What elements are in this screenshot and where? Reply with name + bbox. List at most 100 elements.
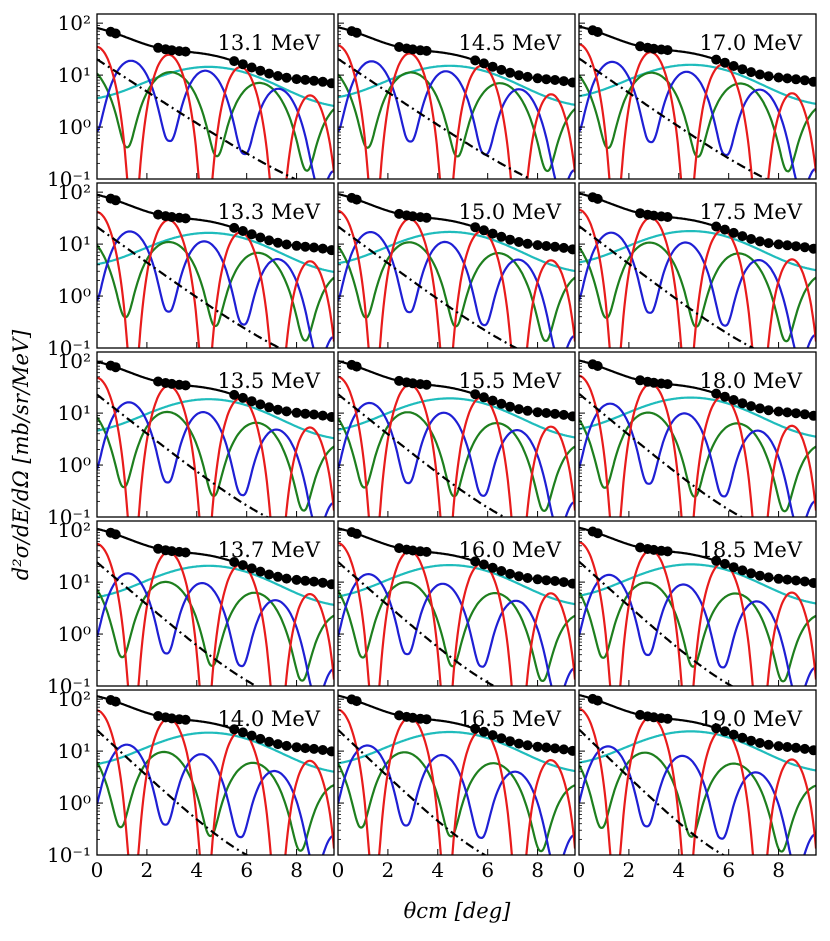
x-tick-label: 4 <box>190 858 203 882</box>
data-point <box>513 738 524 749</box>
data-point <box>237 59 248 70</box>
data-point <box>317 243 328 254</box>
panel-frame <box>578 13 817 180</box>
data-point <box>808 578 816 588</box>
panel-7: 13.5 MeV 10² 10¹ 10⁰ 10⁻¹ <box>47 349 335 529</box>
data-point <box>635 542 646 553</box>
data-point <box>229 222 240 233</box>
data-point <box>635 375 646 386</box>
series-background-line <box>579 560 734 686</box>
panel-9: 18.0 MeV <box>578 351 817 518</box>
data-point <box>782 574 793 585</box>
panel-frame <box>578 520 817 687</box>
data-point <box>737 231 748 242</box>
series-L2-line <box>338 71 575 173</box>
series-L0-line <box>579 374 816 517</box>
x-tick-label: 2 <box>623 858 636 882</box>
data-point <box>229 56 240 67</box>
data-point <box>496 64 507 75</box>
y-tick-label: 10² <box>58 687 91 711</box>
y-tick-label: 10² <box>58 11 91 35</box>
series-L0-line <box>338 542 575 686</box>
data-point <box>317 577 328 588</box>
data-point <box>470 389 481 400</box>
data-point <box>394 543 405 554</box>
series-L0-line <box>338 44 575 179</box>
data-point <box>728 729 739 740</box>
series-L2-line <box>338 751 575 853</box>
data-point <box>532 407 543 418</box>
data-point <box>754 236 765 247</box>
series-background-line <box>579 728 726 855</box>
data-point <box>719 558 730 569</box>
data-point <box>291 742 302 753</box>
data-point <box>505 568 516 579</box>
data-point <box>237 392 248 403</box>
panel-frame <box>578 689 817 856</box>
y-tick-label: 10⁻¹ <box>47 167 91 191</box>
data-point <box>255 232 266 243</box>
panel-label: 15.0 MeV <box>458 200 561 224</box>
x-tick-label: 4 <box>672 858 685 882</box>
data-point <box>799 743 810 754</box>
y-tick-label: 10⁻¹ <box>47 674 91 698</box>
panel-frame <box>578 182 817 349</box>
series-L2-line <box>579 411 816 513</box>
data-point <box>421 212 432 223</box>
y-tick-label: 10⁻¹ <box>47 843 91 867</box>
data-point <box>180 213 191 224</box>
data-point <box>470 556 481 567</box>
data-point <box>728 61 739 71</box>
data-point <box>782 240 793 251</box>
panel-frame <box>96 13 335 180</box>
data-point <box>110 195 121 206</box>
data-point <box>808 410 816 421</box>
data-point <box>478 559 489 570</box>
panel-1: 13.1 MeV 10² 10¹ 10⁰ 10⁻¹ <box>47 11 335 191</box>
panel-frame <box>96 520 335 687</box>
data-point <box>773 239 784 250</box>
data-point <box>763 739 774 750</box>
data-point <box>754 570 765 581</box>
series-L2-line <box>97 240 334 342</box>
data-point <box>470 723 481 734</box>
data-point <box>264 569 275 580</box>
data-point <box>711 221 722 232</box>
panel-label: 18.0 MeV <box>699 369 802 393</box>
data-point <box>255 65 266 76</box>
x-tick-label: 8 <box>772 858 785 882</box>
data-point <box>272 739 283 750</box>
data-point <box>421 379 432 390</box>
data-point <box>532 574 543 585</box>
data-point <box>505 67 516 78</box>
data-point <box>281 573 292 584</box>
y-tick-label: 10¹ <box>58 739 91 763</box>
x-tick-label: 0 <box>573 858 586 882</box>
data-point <box>326 412 334 422</box>
data-point <box>550 75 560 85</box>
plot-area <box>579 359 816 517</box>
panel-10: 13.7 MeV 10² 10¹ 10⁰ 10⁻¹ <box>47 518 335 698</box>
data-point <box>567 745 575 756</box>
data-point <box>246 563 257 574</box>
series-background-line <box>338 57 533 179</box>
data-point <box>255 399 266 410</box>
data-point <box>648 712 659 723</box>
data-point <box>300 241 311 252</box>
panel-label: 17.0 MeV <box>699 31 802 55</box>
series-L0-line <box>97 376 334 517</box>
data-point <box>496 566 507 576</box>
data-point <box>505 736 516 747</box>
data-point <box>255 733 266 744</box>
x-tick-label: 6 <box>481 858 494 882</box>
data-point <box>326 78 334 89</box>
data-point <box>166 546 177 557</box>
series-L0-line <box>338 209 575 348</box>
data-point <box>166 378 177 389</box>
data-point <box>550 408 560 419</box>
data-point <box>513 404 524 415</box>
data-point <box>326 245 334 256</box>
data-point <box>799 409 810 420</box>
series-L3-line <box>97 65 334 108</box>
data-point <box>791 241 801 252</box>
